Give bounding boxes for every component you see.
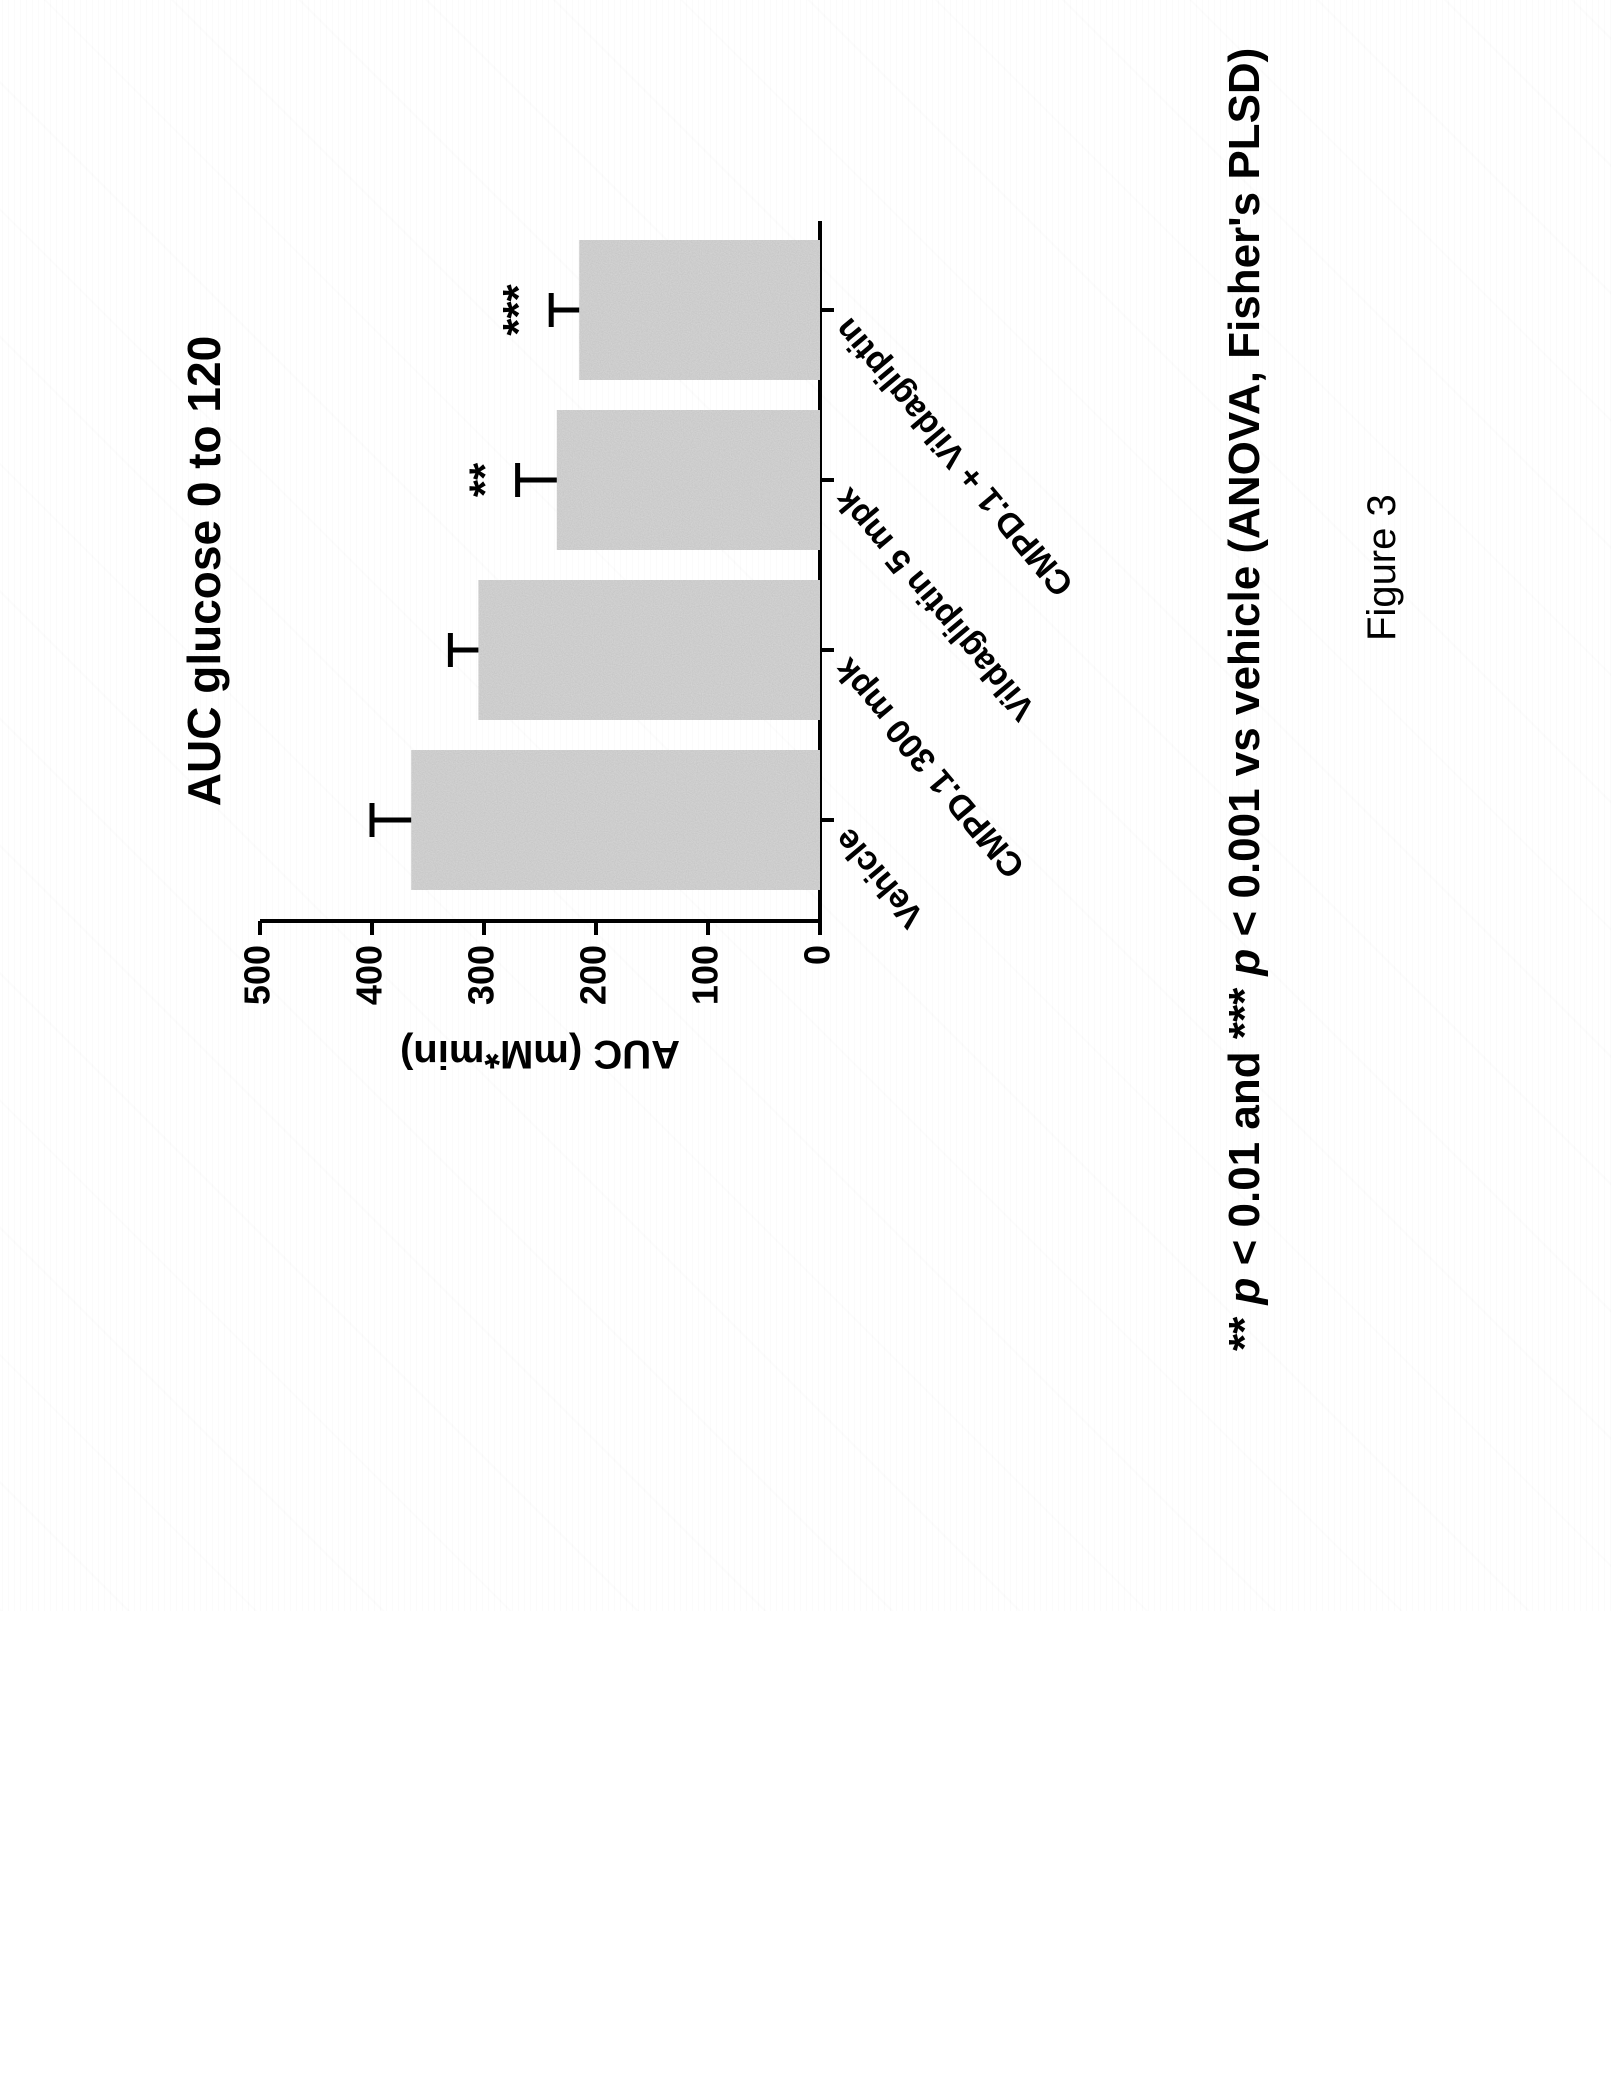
bar — [557, 410, 820, 550]
chart-title: AUC glucose 0 to 120 — [178, 336, 230, 806]
significance-marker: ** — [461, 462, 510, 497]
y-tick-label: 400 — [349, 945, 390, 1005]
x-tick-label: CMPD.1 + Vildagliptin — [827, 311, 1081, 603]
bar — [411, 750, 820, 890]
bar — [478, 580, 820, 720]
rotated-page: 0 100 200 300 400 500 AUC (mM*min) AUC glucose … — [0, 0, 1611, 1611]
y-axis-label: AUC (mM*min) — [400, 1032, 680, 1076]
significance-marker: *** — [494, 283, 543, 335]
y-tick-label: 500 — [237, 945, 278, 1005]
stage: 0 100 200 300 400 500 AUC (mM*min) AUC glucose … — [0, 0, 1611, 1611]
figure-caption: Figure 3 — [1360, 494, 1405, 641]
bar — [579, 240, 820, 380]
x-tick-label: Vehicle — [827, 821, 931, 935]
y-tick-label: 200 — [573, 945, 614, 1005]
y-tick-label: 100 — [685, 945, 726, 1005]
significance-footnote: ** p < 0.01 and *** p < 0.001 vs vehicle… — [1220, 48, 1270, 1351]
y-tick-label: 300 — [461, 945, 502, 1005]
y-tick-label: 0 — [797, 945, 838, 965]
